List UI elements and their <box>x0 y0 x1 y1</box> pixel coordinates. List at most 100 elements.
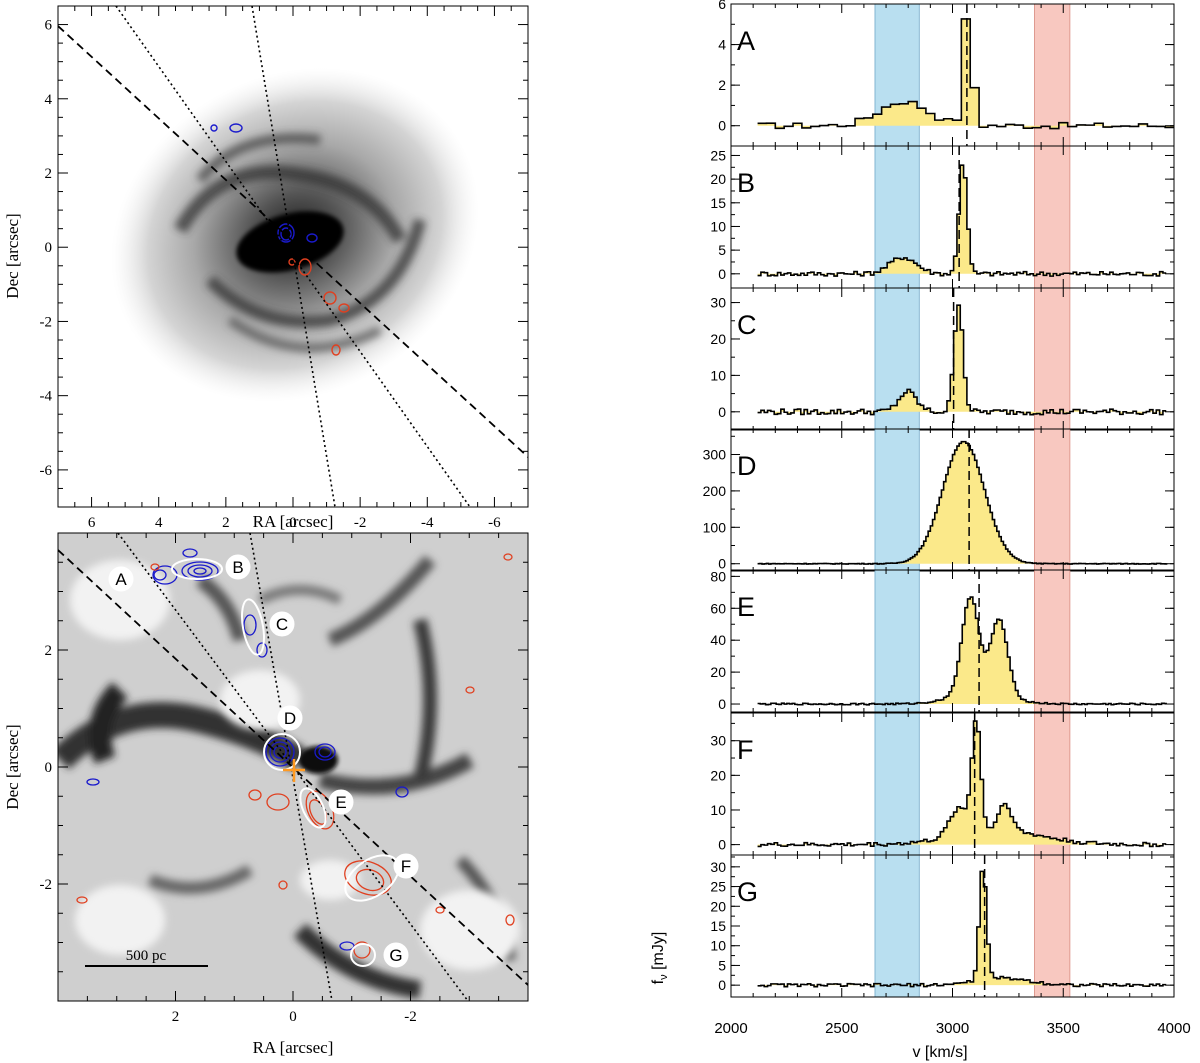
y-tick-label: 2 <box>718 77 726 93</box>
bottom-x-axis-label: RA [arcsec] <box>253 1038 334 1057</box>
spectrum-line <box>757 304 1167 416</box>
x-tick-label: 0 <box>289 1009 297 1025</box>
region-label-f: F <box>401 857 411 876</box>
nucleus <box>298 746 338 774</box>
region-marker-e <box>328 789 354 815</box>
x-tick-label: 2 <box>172 1009 180 1025</box>
y-tick-label: 0 <box>718 696 726 712</box>
y-tick-label: 6 <box>718 0 726 12</box>
y-tick-label: 15 <box>710 918 726 934</box>
y-tick-label: 80 <box>710 568 726 584</box>
blue-band <box>874 854 920 998</box>
y-tick-label: 0 <box>45 760 53 776</box>
blue-band <box>874 428 920 572</box>
spectrum-fill <box>757 18 1174 129</box>
blue-band <box>874 712 920 856</box>
red-band <box>1034 854 1071 998</box>
y-tick-label: 10 <box>710 938 726 954</box>
x-tick-label: 2 <box>222 515 230 531</box>
red-band <box>1034 428 1071 572</box>
top-image-panel: 6 4 2 0 -2 -4 -6 6 4 2 0 -2 -4 -6 RA [arcsec] Dec [ar… <box>3 5 529 531</box>
y-tick-label: 0 <box>718 837 726 853</box>
region-marker-g <box>383 942 409 968</box>
spectra-y-axis-label: fν [mJy] <box>650 932 670 985</box>
x-tick-label: 3500 <box>1047 1020 1080 1037</box>
top-axis-ticks: 6 4 2 0 -2 -4 -6 6 4 2 0 -2 -4 -6 <box>40 5 529 531</box>
dotted-line-1 <box>115 6 471 507</box>
y-tick-label: 6 <box>45 18 53 34</box>
top-contours <box>210 123 350 356</box>
y-tick-label: 0 <box>718 556 726 572</box>
spectrum-panel-g: 0 5 10 15 20 25 30 G <box>710 854 1175 998</box>
panel-label-d: D <box>737 451 757 481</box>
y-tick-label: 0 <box>718 977 726 993</box>
spectrum-line <box>757 870 1167 988</box>
red-band <box>1034 569 1071 713</box>
panel-label-g: G <box>737 877 758 907</box>
dashed-axis-line <box>58 25 528 458</box>
region-marker-f <box>393 853 419 879</box>
bottom-axis-ticks: 2 0 -2 2 0 -2 <box>40 532 529 1025</box>
spectrum-panel-a: 0 2 4 6 A <box>718 0 1175 147</box>
y-tick-label: 0 <box>718 404 726 420</box>
spectrum-line <box>757 596 1167 706</box>
panel-frame <box>730 854 1175 998</box>
region-label-d: D <box>284 709 296 728</box>
y-tick-label: 4 <box>45 92 53 108</box>
x-tick-label: -4 <box>421 515 434 531</box>
panel-label-e: E <box>737 592 755 622</box>
spectrum-line <box>757 18 1174 130</box>
spectrum-fill <box>757 165 1167 277</box>
y-tick-label: 10 <box>710 802 726 818</box>
y-tick-label: -4 <box>40 389 53 405</box>
blue-band <box>874 569 920 713</box>
top-x-axis-label: RA [arcsec] <box>253 512 334 531</box>
y-tick-label: 200 <box>703 483 727 499</box>
y-tick-label: 20 <box>710 331 726 347</box>
panel-frame <box>730 145 1175 289</box>
spectrum-line <box>757 440 1168 565</box>
spectrum-panel-b: 0 5 10 15 20 25 B <box>710 145 1175 289</box>
y-tick-label: -6 <box>40 463 53 479</box>
y-tick-label: 300 <box>703 446 727 462</box>
region-label-c: C <box>276 615 288 634</box>
spectrum-panel-f: 0 10 20 30 F <box>710 712 1175 856</box>
panel-label-f: F <box>737 735 754 765</box>
region-label-b: B <box>232 558 243 577</box>
y-tick-label: 30 <box>710 295 726 311</box>
panel-label-a: A <box>737 26 755 56</box>
y-tick-label: 10 <box>710 367 726 383</box>
spectrum-panel-d: 0 100 200 300 D <box>703 428 1175 572</box>
top-y-axis-label: Dec [arcsec] <box>3 213 22 298</box>
dashed-axis-line <box>58 549 528 986</box>
y-tick-label: -2 <box>40 877 53 893</box>
region-label-a: A <box>115 570 127 589</box>
spectrum-panel-c: 0 10 20 30 C <box>710 287 1175 431</box>
y-tick-label: 20 <box>710 767 726 783</box>
region-markers: A B C D E F G <box>108 554 419 968</box>
region-marker-c <box>269 611 295 637</box>
spectrum-line <box>757 720 1167 848</box>
bright-regions <box>70 560 520 970</box>
x-tick-label: 2000 <box>714 1020 747 1037</box>
scale-bar-label: 500 pc <box>126 948 167 964</box>
red-band <box>1034 287 1071 431</box>
y-tick-label: -2 <box>40 314 53 330</box>
y-tick-label: 40 <box>710 632 726 648</box>
x-tick-label: -6 <box>488 515 501 531</box>
region-marker-a <box>108 566 134 592</box>
region-label-g: G <box>389 946 402 965</box>
y-tick-label: 10 <box>710 218 726 234</box>
y-tick-label: 30 <box>710 733 726 749</box>
spectrum-fill <box>757 871 1167 987</box>
spectrum-line <box>757 164 1167 277</box>
y-tick-label: 2 <box>45 643 53 659</box>
panel-label-c: C <box>737 310 757 340</box>
region-label-e: E <box>335 793 346 812</box>
galaxy-arms <box>173 133 426 353</box>
red-band <box>1034 712 1071 856</box>
y-tick-label: 20 <box>710 898 726 914</box>
x-tick-label: -2 <box>404 1009 417 1025</box>
spectrum-fill <box>757 305 1167 415</box>
